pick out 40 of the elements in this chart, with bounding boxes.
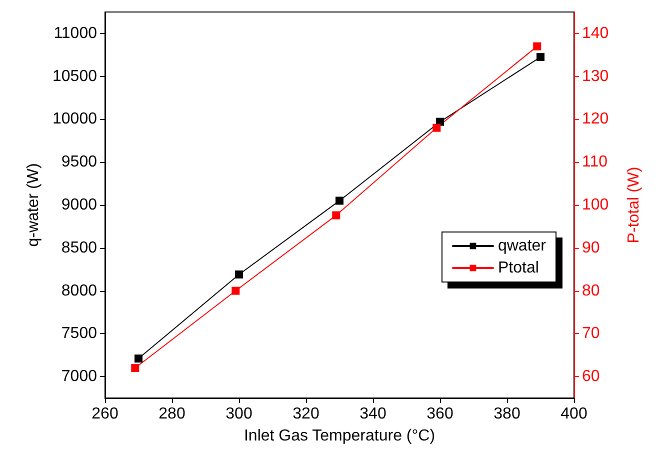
y2-axis-title: P-total (W): [626, 166, 642, 244]
x-tick-label: 360: [426, 406, 454, 422]
y2-tick-label: 120: [582, 110, 609, 128]
y2-tick-label: 140: [582, 24, 609, 42]
point: [432, 124, 441, 132]
y-tick-label: 10500: [52, 68, 98, 85]
x-tick-label: 260: [92, 406, 118, 422]
x-tick-label: 280: [158, 406, 186, 422]
legend-label: qwater: [498, 238, 547, 254]
y2-tick-label: 70: [582, 325, 600, 342]
x-tick-label: 300: [226, 406, 252, 422]
point: [232, 286, 240, 295]
point: [332, 211, 340, 220]
y-tick-label: 9500: [61, 154, 98, 171]
y2-tick-label: 60: [582, 368, 600, 386]
y-tick-label: 10000: [52, 110, 98, 128]
y-tick-label: 7500: [61, 325, 98, 342]
x-tick-label: 380: [494, 406, 520, 422]
y2-tick-label: 80: [582, 282, 600, 300]
y-tick-label: 7000: [61, 368, 98, 386]
y-tick-label: 11000: [54, 24, 98, 42]
y2-tick-label: 100: [582, 196, 609, 214]
point: [533, 42, 542, 50]
x-tick-label: 320: [292, 406, 320, 422]
y2-tick-label: 130: [582, 68, 609, 85]
y-tick-label: 9000: [61, 196, 98, 214]
x-tick-label: 340: [360, 406, 386, 422]
y-axis-title: q-water (W): [25, 163, 42, 247]
y-tick-label: 8000: [61, 282, 98, 300]
y-tick-label: 8500: [61, 239, 98, 256]
point: [134, 354, 142, 363]
point: [536, 53, 544, 62]
legend-label: Ptotal: [498, 260, 539, 276]
x-tick-label: 400: [560, 406, 588, 422]
point: [131, 364, 140, 372]
point: [336, 196, 344, 205]
y2-tick-label: 90: [582, 239, 600, 256]
point: [235, 270, 243, 278]
x-axis-title: Inlet Gas Temperature (°C): [244, 428, 436, 444]
y2-tick-label: 110: [582, 154, 608, 171]
